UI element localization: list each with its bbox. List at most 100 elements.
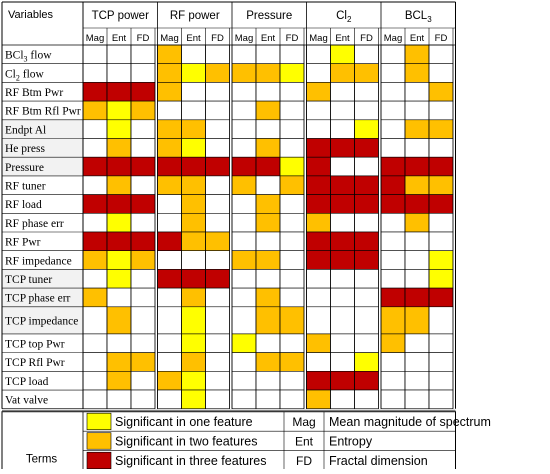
cell-level-0 bbox=[428, 138, 454, 158]
cell-level-2 bbox=[279, 175, 305, 195]
cell-level-0 bbox=[404, 389, 430, 410]
cell-level-0 bbox=[404, 231, 430, 252]
cell-level-0 bbox=[428, 100, 454, 121]
row-label-subscript: 2 bbox=[16, 73, 20, 82]
cell-level-0 bbox=[255, 231, 281, 252]
row-label-text: Pressure bbox=[5, 162, 44, 174]
cell-level-3 bbox=[130, 82, 156, 102]
cell-level-0 bbox=[330, 389, 355, 410]
cell-level-1 bbox=[106, 250, 132, 270]
cell-level-0 bbox=[354, 82, 379, 102]
cell-level-0 bbox=[82, 306, 108, 335]
cell-level-0 bbox=[354, 269, 379, 289]
cell-level-0 bbox=[205, 194, 230, 214]
cell-level-2 bbox=[255, 352, 281, 372]
cell-level-0 bbox=[130, 389, 156, 410]
cell-level-3 bbox=[380, 194, 406, 214]
cell-level-0 bbox=[279, 287, 305, 308]
cell-level-0 bbox=[380, 44, 406, 65]
cell-level-0 bbox=[106, 63, 132, 83]
group-header: RF power bbox=[170, 10, 220, 22]
cell-level-0 bbox=[205, 100, 230, 121]
cell-level-0 bbox=[205, 82, 230, 102]
cell-level-3 bbox=[404, 156, 430, 177]
cell-level-0 bbox=[380, 138, 406, 158]
row-label: RF Btm Rfl Pwr bbox=[5, 106, 81, 118]
cell-level-0 bbox=[380, 231, 406, 252]
cell-level-1 bbox=[428, 250, 454, 270]
row-label: Vat valve bbox=[5, 395, 48, 407]
sub-header-fd: FD bbox=[211, 33, 224, 44]
row-label: TCP load bbox=[5, 376, 49, 388]
cell-level-0 bbox=[130, 119, 156, 139]
row-label-text: He press bbox=[5, 143, 45, 155]
cell-level-0 bbox=[130, 371, 156, 391]
cell-level-0 bbox=[404, 352, 430, 372]
row-label: RF load bbox=[5, 199, 42, 211]
cell-level-2 bbox=[306, 213, 331, 233]
row-label-shade bbox=[2, 157, 83, 176]
cell-level-1 bbox=[106, 213, 132, 233]
cell-level-2 bbox=[157, 119, 182, 139]
cell-level-0 bbox=[82, 333, 108, 353]
cell-level-0 bbox=[380, 371, 406, 391]
row-label: BCl3 flow bbox=[5, 50, 52, 64]
row-label-text: BCl bbox=[5, 50, 24, 62]
cell-level-0 bbox=[181, 44, 206, 65]
cell-level-2 bbox=[404, 63, 430, 83]
cell-level-1 bbox=[354, 352, 379, 372]
cell-level-1 bbox=[181, 333, 206, 353]
cell-level-0 bbox=[205, 371, 230, 391]
row-label-shade bbox=[2, 288, 83, 307]
cell-level-2 bbox=[428, 175, 454, 195]
cell-level-0 bbox=[205, 119, 230, 139]
cell-level-0 bbox=[380, 269, 406, 289]
cell-level-0 bbox=[279, 194, 305, 214]
cell-level-3 bbox=[130, 194, 156, 214]
cell-level-2 bbox=[255, 250, 281, 270]
cell-level-0 bbox=[82, 371, 108, 391]
cell-level-0 bbox=[82, 44, 108, 65]
legend-abbr: Ent bbox=[295, 434, 314, 448]
cell-level-0 bbox=[330, 269, 355, 289]
cell-level-0 bbox=[306, 100, 331, 121]
cell-level-1 bbox=[330, 44, 355, 65]
cell-level-0 bbox=[279, 250, 305, 270]
cell-level-0 bbox=[157, 100, 182, 121]
cell-level-0 bbox=[330, 352, 355, 372]
cell-level-0 bbox=[255, 82, 281, 102]
cell-level-2 bbox=[181, 194, 206, 214]
cell-level-3 bbox=[205, 156, 230, 177]
cell-level-0 bbox=[380, 82, 406, 102]
cell-level-2 bbox=[181, 175, 206, 195]
variables-header: Variables bbox=[8, 9, 54, 21]
cell-level-3 bbox=[306, 250, 331, 270]
cell-level-0 bbox=[380, 213, 406, 233]
cell-level-3 bbox=[354, 175, 379, 195]
cell-level-2 bbox=[205, 63, 230, 83]
cell-level-0 bbox=[279, 371, 305, 391]
row-label-text: RF load bbox=[5, 199, 42, 211]
cell-level-3 bbox=[380, 156, 406, 177]
cell-level-0 bbox=[82, 175, 108, 195]
row-label: RF Btm Pwr bbox=[5, 87, 63, 99]
row-label: Cl2 flow bbox=[5, 68, 45, 82]
cell-level-2 bbox=[181, 352, 206, 372]
cell-level-0 bbox=[82, 63, 108, 83]
cell-level-3 bbox=[157, 269, 182, 289]
cell-level-3 bbox=[354, 250, 379, 270]
cell-level-2 bbox=[428, 119, 454, 139]
cell-level-0 bbox=[354, 44, 379, 65]
cell-level-2 bbox=[130, 100, 156, 121]
cell-level-0 bbox=[231, 82, 257, 102]
cell-level-0 bbox=[231, 269, 257, 289]
row-label-tail: flow bbox=[20, 68, 45, 80]
cell-level-0 bbox=[157, 352, 182, 372]
cell-level-1 bbox=[181, 138, 206, 158]
cell-level-3 bbox=[306, 194, 331, 214]
group-header: BCL3 bbox=[405, 10, 432, 24]
row-label-text: TCP phase err bbox=[5, 293, 71, 305]
cell-level-2 bbox=[255, 138, 281, 158]
